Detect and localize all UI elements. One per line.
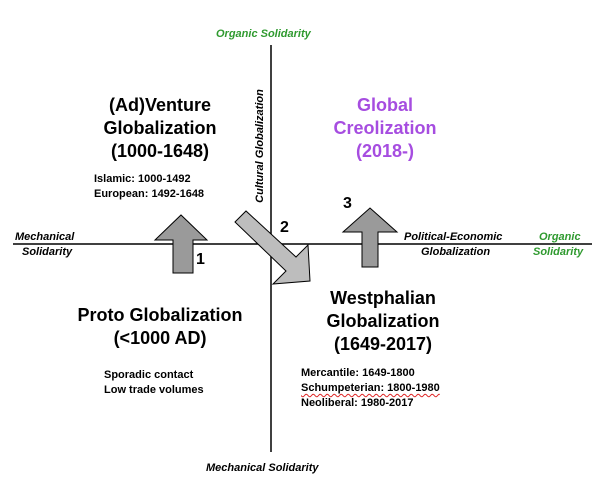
arrow-2-label: 2 — [280, 219, 289, 236]
detail-line: Neoliberal: 1980-2017 — [301, 397, 414, 409]
arrow-2 — [234, 210, 311, 285]
detail-line: Low trade volumes — [104, 384, 204, 396]
proto-globalization-title: Proto Globalization (<1000 AD) — [60, 304, 260, 350]
westphalian-details: Mercantile: 1649-1800 Schumpeterian: 180… — [301, 366, 440, 411]
title-line: Westphalian — [330, 288, 436, 308]
detail-line: Mercantile: 1649-1800 — [301, 367, 415, 379]
arrow-3-label: 3 — [343, 195, 352, 212]
detail-text: Schumpeterian: 1800-1980 — [301, 382, 440, 394]
global-creolization-title: Global Creolization (2018-) — [330, 94, 440, 163]
bottom-axis-label: Mechanical Solidarity — [206, 462, 319, 474]
vertical-axis-label: Cultural Globalization — [254, 89, 266, 203]
detail-line: Schumpeterian: 1800-1980 — [301, 381, 440, 396]
arrow-1 — [153, 214, 209, 274]
proto-details: Sporadic contact Low trade volumes — [104, 368, 204, 398]
westphalian-globalization-title: Westphalian Globalization (1649-2017) — [308, 287, 458, 356]
title-line: (2018-) — [355, 141, 415, 161]
title-line: Globalization — [103, 118, 217, 138]
arrow-3 — [341, 207, 399, 268]
detail-line: Sporadic contact — [104, 369, 194, 381]
title-line: Globalization — [326, 311, 440, 331]
title-line: (<1000 AD) — [113, 328, 207, 348]
top-axis-label: Organic Solidarity — [216, 28, 311, 40]
right-axis-label-1: Political-Economic — [404, 231, 503, 243]
left-axis-label-2: Solidarity — [22, 246, 73, 258]
detail-line: European: 1492-1648 — [94, 188, 205, 200]
adventure-details: Islamic: 1000-1492 European: 1492-1648 — [94, 172, 204, 202]
adventure-globalization-title: (Ad)Venture Globalization (1000-1648) — [90, 94, 230, 163]
title-line: (1000-1648) — [110, 141, 210, 161]
title-line: (Ad)Venture — [108, 95, 211, 115]
right-solidarity-label-1: Organic — [539, 231, 581, 243]
arrow-1-label: 1 — [196, 251, 205, 268]
detail-line: Islamic: 1000-1492 — [94, 173, 191, 185]
left-axis-label-1: Mechanical — [15, 231, 75, 243]
title-line: Global — [356, 95, 413, 115]
title-line: Creolization — [333, 118, 437, 138]
title-line: (1649-2017) — [333, 334, 433, 354]
title-line: Proto Globalization — [77, 305, 243, 325]
right-solidarity-label-2: Solidarity — [533, 246, 584, 258]
right-axis-label-2: Globalization — [421, 246, 491, 258]
